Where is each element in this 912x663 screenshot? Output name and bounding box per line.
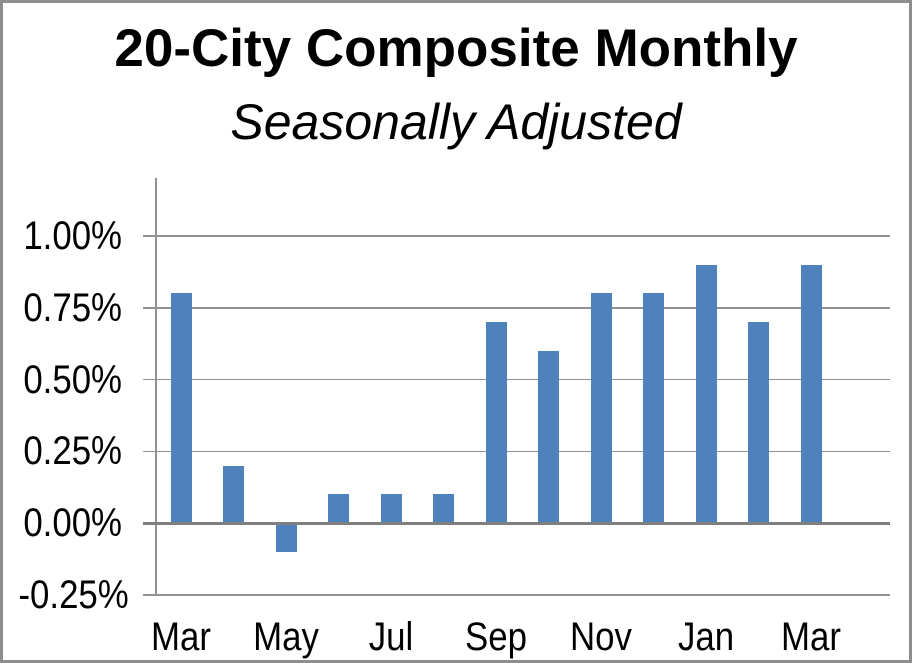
bar-mar: [170, 293, 192, 524]
y-gridline: [143, 307, 890, 309]
bar-jun: [328, 494, 350, 524]
bar-feb: [748, 322, 770, 524]
y-axis-tick-label: 0.00%: [23, 501, 123, 546]
y-axis-tick-label: 0.50%: [23, 357, 123, 402]
bar-nov: [590, 293, 612, 524]
y-axis-line: [155, 178, 157, 595]
bar-sep: [485, 322, 507, 524]
bar-jul: [380, 494, 402, 524]
plot-area: 1.00% 0.75% 0.50% 0.25% 0.00% -0.25% Mar May Jul…: [3, 3, 909, 660]
y-gridline: [143, 235, 890, 237]
bar-aug: [433, 494, 455, 524]
y-gridline: [143, 450, 890, 453]
y-axis-tick-label: 1.00%: [23, 214, 123, 258]
x-axis-tick-label: Mar: [781, 615, 842, 659]
x-axis-tick-label: Nov: [570, 615, 633, 659]
y-gridline: [143, 594, 890, 596]
zero-axis-line: [143, 521, 890, 525]
chart-subtitle: Seasonally Adjusted: [230, 94, 682, 150]
chart-title: 20-City Composite Monthly: [114, 19, 798, 78]
y-axis-tick-label: -0.25%: [18, 573, 129, 617]
bar-mar: [800, 264, 822, 524]
y-axis-tick-label: 0.25%: [23, 429, 123, 474]
bar-jan: [695, 264, 717, 524]
bar-dec: [643, 293, 665, 524]
x-axis-tick-label: Jan: [678, 615, 735, 659]
bar-oct: [538, 350, 560, 524]
x-axis-tick-label: Jul: [368, 615, 414, 659]
y-axis-tick-label: 0.75%: [23, 285, 123, 330]
y-gridline: [143, 378, 890, 381]
bar-may: [275, 523, 297, 552]
bar-apr: [223, 465, 245, 524]
x-axis-tick-label: Sep: [465, 615, 528, 659]
x-axis-tick-label: May: [253, 615, 320, 659]
x-axis-tick-label: Mar: [151, 615, 212, 659]
